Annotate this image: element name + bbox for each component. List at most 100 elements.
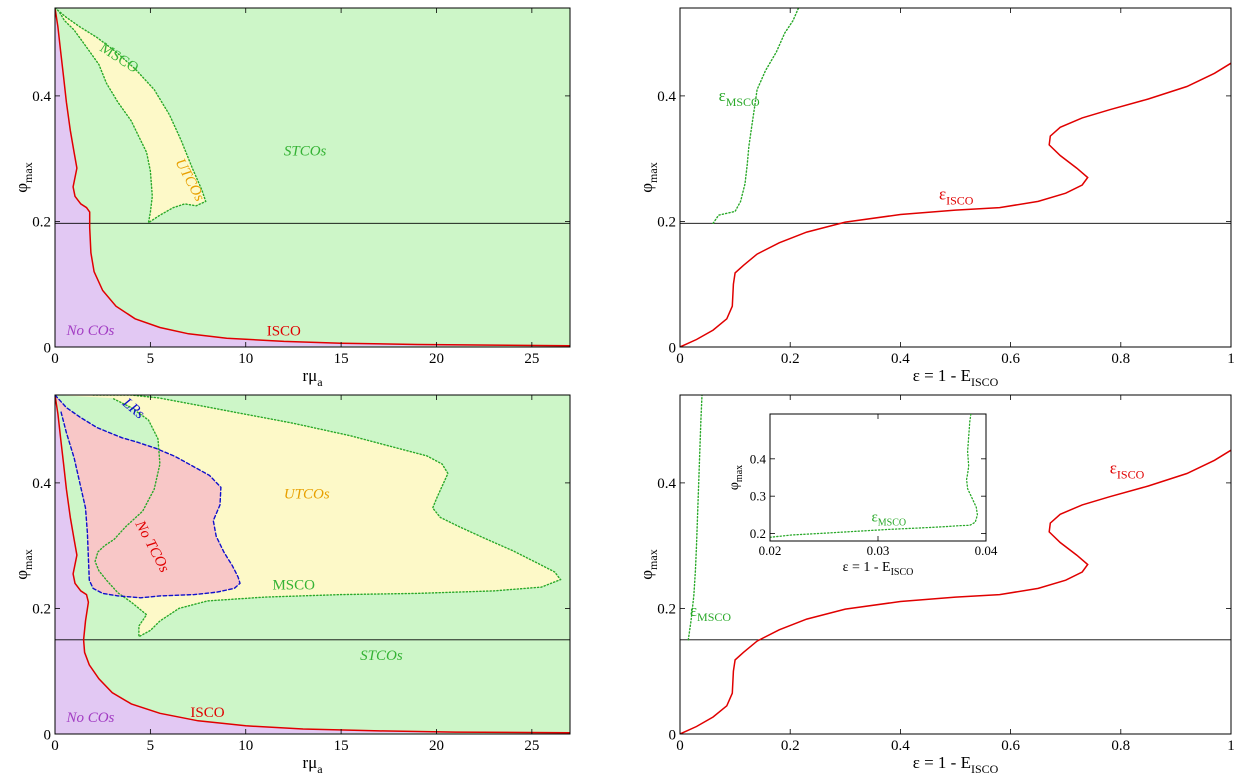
x-tick-label: 0.4 xyxy=(891,351,910,367)
y-axis-label-sub: max xyxy=(646,162,660,183)
inset-x-tick-label: 0.04 xyxy=(975,543,998,558)
plot-frame xyxy=(679,394,1232,735)
x-tick-label: 0.8 xyxy=(1111,738,1130,754)
region-no-cos xyxy=(55,8,570,347)
y-axis-label-sub: max xyxy=(21,162,35,183)
x-axis-label: rμa xyxy=(302,366,323,389)
inset-plot-area: εMSCO xyxy=(770,414,979,538)
region-label-stcos: STCOs xyxy=(284,144,327,160)
y-axis-label-main: φ xyxy=(637,570,656,580)
annotation-msco: MSCO xyxy=(272,578,315,594)
plot-frame xyxy=(54,7,571,348)
annotation-msco: εMSCO xyxy=(719,86,760,109)
annotation-msco-sub: MSCO xyxy=(697,610,731,624)
y-tick-label: 0.2 xyxy=(32,602,51,618)
y-axis-label-main: φ xyxy=(12,183,31,193)
y-axis-label-sub: max xyxy=(646,549,660,570)
region-label-no-cos: No COs xyxy=(65,710,114,726)
series-msco-curve xyxy=(712,8,800,224)
y-axis-label-sub: max xyxy=(21,549,35,570)
annotation-isco: εISCO xyxy=(1110,458,1145,481)
inset-y-axis-label-sub: max xyxy=(734,465,745,482)
region-label-no-cos: No COs xyxy=(65,323,114,339)
x-tick-label: 0.6 xyxy=(1001,351,1020,367)
x-tick-label: 20 xyxy=(429,351,444,367)
inset-y-axis-label-main: φ xyxy=(727,482,742,490)
series-isco-curve xyxy=(55,8,570,347)
x-tick-label: 0.2 xyxy=(781,738,800,754)
x-tick-label: 15 xyxy=(334,738,349,754)
inset-x-axis-label-main: ε = 1 - E xyxy=(843,560,891,575)
series-msco-curve xyxy=(687,395,703,641)
y-tick-label: 0 xyxy=(669,727,677,743)
x-axis-label: ε = 1 - EISCO xyxy=(913,753,999,776)
x-axis-label-main: ε = 1 - E xyxy=(913,366,971,385)
annotation-isco-main: ε xyxy=(1110,458,1117,477)
x-tick-label: 5 xyxy=(147,351,155,367)
series-msco-curve xyxy=(92,395,562,638)
y-tick-label: 0.2 xyxy=(657,602,676,618)
x-tick-label: 0.8 xyxy=(1111,351,1130,367)
annotation-msco: εMSCO xyxy=(690,601,731,624)
region-no-cos xyxy=(55,395,570,734)
x-tick-label: 1 xyxy=(1227,351,1235,367)
x-tick-label: 10 xyxy=(238,351,253,367)
y-axis-label-main: φ xyxy=(12,570,31,580)
x-tick-label: 5 xyxy=(147,738,155,754)
x-tick-label: 0 xyxy=(676,738,684,754)
x-axis-label-sub: a xyxy=(317,762,323,776)
annotation-msco-sub: MSCO xyxy=(726,95,760,109)
inset-x-tick-label: 0.02 xyxy=(759,543,782,558)
region-utcos xyxy=(55,8,206,223)
inset-annotation-msco-sub: MSCO xyxy=(878,518,906,529)
y-tick-label: 0 xyxy=(669,340,677,356)
inset-y-tick-label: 0.4 xyxy=(750,451,767,466)
x-axis-label-main: rμ xyxy=(302,753,317,772)
plot-frame xyxy=(54,394,571,735)
y-tick-label: 0 xyxy=(44,727,52,743)
annotation-msco-main: ε xyxy=(690,601,697,620)
annotation-isco: ISCO xyxy=(190,705,224,721)
y-axis-label-main: φ xyxy=(637,183,656,193)
series-isco-curve xyxy=(680,449,1231,734)
region-label-stcos: STCOs xyxy=(360,648,403,664)
annotation-isco-sub: ISCO xyxy=(1117,467,1145,481)
y-axis-label: φmax xyxy=(637,162,660,192)
x-axis-label: ε = 1 - EISCO xyxy=(913,366,999,389)
series-isco-curve xyxy=(55,395,570,734)
inset-frame xyxy=(769,413,987,542)
x-tick-label: 0 xyxy=(51,351,59,367)
x-tick-label: 1 xyxy=(1227,738,1235,754)
y-tick-label: 0.2 xyxy=(32,215,51,231)
x-axis-label-sub: a xyxy=(317,375,323,389)
y-tick-label: 0.4 xyxy=(32,476,51,492)
y-tick-label: 0.4 xyxy=(32,89,51,105)
inset-annotation-msco-main: ε xyxy=(871,510,877,526)
inset-x-axis-label-sub: ISCO xyxy=(891,567,914,578)
series-msco-curve xyxy=(55,8,207,225)
x-tick-label: 0 xyxy=(676,351,684,367)
x-tick-label: 25 xyxy=(524,351,539,367)
x-tick-label: 0.6 xyxy=(1001,738,1020,754)
x-tick-label: 0 xyxy=(51,738,59,754)
x-tick-label: 15 xyxy=(334,351,349,367)
x-axis-label: rμa xyxy=(302,753,323,776)
inset-y-axis-label: φmax xyxy=(727,465,745,490)
inset-series-msco-curve xyxy=(770,414,979,538)
annotation-isco-main: ε xyxy=(939,184,946,203)
region-no-tcos xyxy=(55,395,240,598)
y-axis-label: φmax xyxy=(637,549,660,579)
y-axis-label: φmax xyxy=(12,549,35,579)
x-tick-label: 0.2 xyxy=(781,351,800,367)
annotation-isco: ISCO xyxy=(267,324,301,340)
y-axis-label: φmax xyxy=(12,162,35,192)
x-axis-label-sub: ISCO xyxy=(971,762,999,776)
